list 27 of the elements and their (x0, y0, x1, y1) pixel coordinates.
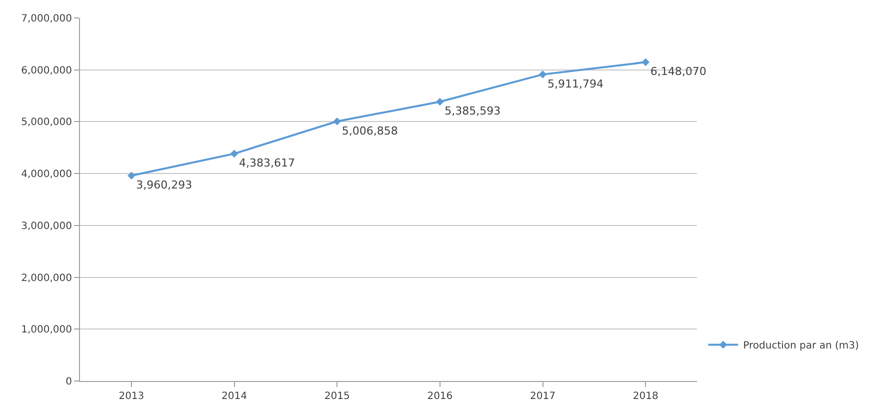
data-label: 6,148,070 (650, 65, 706, 78)
y-tick-label: 2,000,000 (21, 272, 72, 284)
data-label: 5,385,593 (444, 104, 501, 118)
y-tick-label: 0 (66, 376, 72, 388)
y-tick-label: 3,000,000 (21, 220, 72, 232)
point (230, 150, 238, 158)
y-tick-label: 4,000,000 (21, 169, 72, 180)
y-tick-label: 1,000,000 (21, 324, 72, 336)
data-label: 3,960,293 (136, 178, 192, 192)
x-tick-label: 2015 (324, 391, 350, 402)
legend-label: Production par an (m3) (743, 340, 859, 352)
x-tick-label: 2014 (222, 391, 247, 402)
y-tick-label: 5,000,000 (21, 117, 72, 128)
x-tick-label: 2017 (530, 391, 556, 402)
point (538, 70, 547, 78)
point (642, 58, 650, 66)
data-label: 5,006,858 (342, 124, 398, 138)
data-label: 5,911,794 (548, 77, 604, 90)
point (436, 98, 444, 106)
x-tick-label: 2018 (632, 391, 658, 402)
y-tick-label: 7,000,000 (21, 14, 72, 24)
data-label: 4,383,617 (239, 156, 295, 170)
point (333, 117, 341, 126)
point (128, 172, 136, 180)
x-tick-label: 2016 (427, 391, 453, 402)
x-tick-label: 2013 (118, 391, 144, 402)
y-tick-label: 6,000,000 (21, 65, 72, 76)
